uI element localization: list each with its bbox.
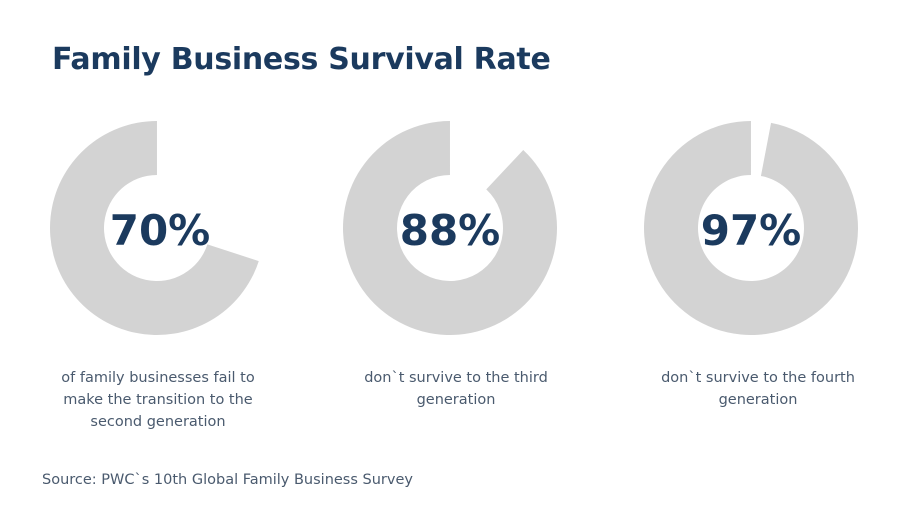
donut-ring-2	[342, 121, 557, 335]
donut-ring-3	[644, 121, 858, 335]
donut-chart-3: 97%	[644, 121, 858, 335]
donut-ring-1	[50, 121, 259, 335]
donut-caption-3: don`t survive to the fourth generation	[661, 370, 855, 408]
source-note: Source: PWC`s 10th Global Family Busines…	[42, 472, 413, 488]
donut-caption-2: don`t survive to the third generation	[364, 370, 548, 408]
donut-value-3: 97%	[701, 206, 802, 255]
donut-chart-1: 70%	[50, 121, 259, 335]
donut-value-2: 88%	[400, 206, 501, 255]
donut-value-1: 70%	[110, 206, 211, 255]
page-title: Family Business Survival Rate	[52, 42, 551, 77]
donut-caption-1: of family businesses fail to make the tr…	[61, 370, 255, 430]
donut-chart-2: 88%	[342, 121, 557, 335]
